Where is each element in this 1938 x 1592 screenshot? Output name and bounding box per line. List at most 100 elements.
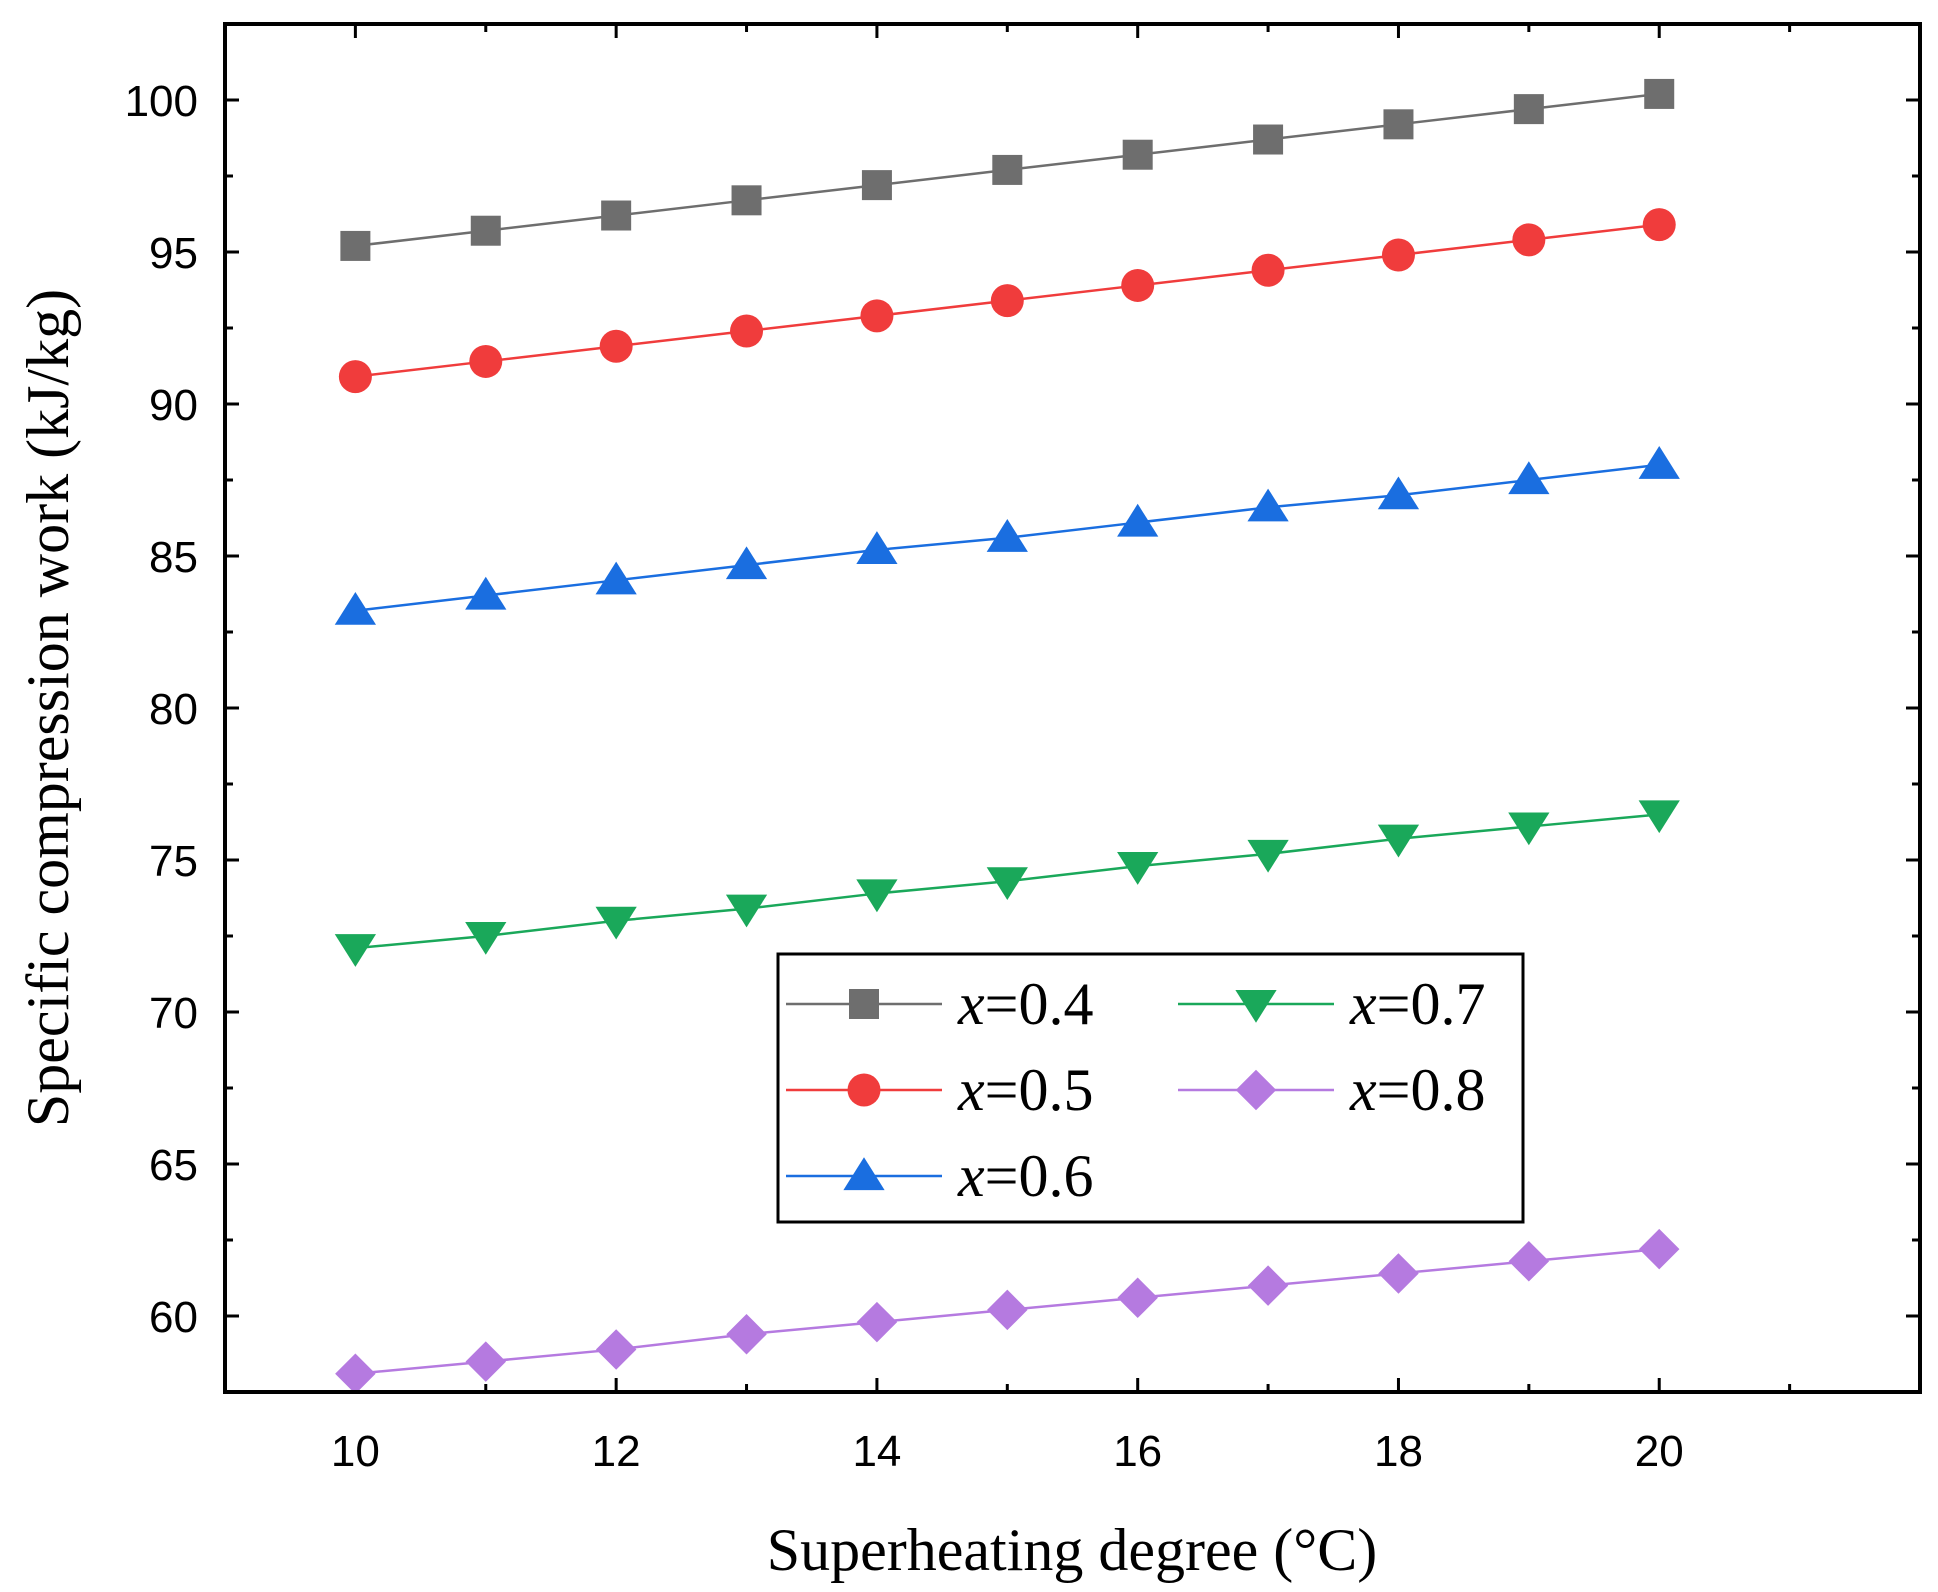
data-point (861, 170, 892, 201)
data-point (595, 906, 637, 940)
legend: x=0.4x=0.5x=0.6x=0.7x=0.8 (776, 952, 1525, 1224)
legend-marker (1235, 989, 1277, 1023)
data-point (1251, 253, 1285, 287)
y-tick-label: 100 (125, 77, 198, 126)
data-point (595, 561, 637, 595)
legend-variable: x (1349, 971, 1377, 1037)
data-point (1508, 812, 1550, 846)
legend-item: x=0.7 (1178, 971, 1485, 1037)
data-point (856, 1301, 898, 1343)
data-point (470, 215, 501, 246)
legend-item: x=0.4 (786, 971, 1093, 1037)
data-point (990, 284, 1024, 318)
data-point (1247, 1265, 1289, 1306)
legend-label: x=0.4 (957, 971, 1093, 1037)
data-point (856, 879, 898, 913)
data-point (1513, 94, 1544, 125)
data-point (465, 921, 507, 955)
data-point (1508, 461, 1550, 495)
data-point (465, 1341, 507, 1382)
legend-marker (847, 1073, 881, 1107)
data-point (731, 185, 762, 216)
data-point (601, 200, 632, 231)
data-point (335, 1353, 376, 1395)
series-layer (334, 78, 1680, 1395)
x-tick-label: 14 (852, 1427, 901, 1476)
data-point (469, 344, 503, 378)
x-axis-title: Superheating degree (°C) (767, 1517, 1377, 1583)
series-triangle-down (334, 800, 1680, 967)
data-point (986, 519, 1028, 552)
y-axis-title: Specific compression work (kJ/kg) (15, 289, 81, 1127)
legend-value: =0.6 (985, 1143, 1094, 1209)
data-point (725, 894, 768, 928)
y-tick-label: 60 (149, 1293, 198, 1342)
data-point (992, 154, 1023, 185)
data-point (860, 299, 894, 333)
data-point (856, 531, 898, 564)
data-point (726, 1313, 767, 1355)
series-triangle-up (334, 446, 1680, 625)
legend-label: x=0.7 (1349, 971, 1485, 1037)
legend-value: =0.4 (985, 971, 1094, 1037)
data-point (340, 230, 371, 261)
data-point (1381, 238, 1415, 272)
data-point (1638, 800, 1680, 834)
x-tick-label: 20 (1635, 1427, 1684, 1476)
legend-variable: x (1349, 1057, 1377, 1123)
plot-frame (223, 22, 1922, 1394)
legend-variable: x (957, 971, 985, 1037)
series-diamond (335, 1228, 1680, 1395)
legend-marker (849, 989, 879, 1019)
data-point (986, 867, 1028, 901)
y-tick-label: 65 (149, 1141, 198, 1190)
x-tick-label: 12 (592, 1427, 641, 1476)
data-point (1117, 1277, 1158, 1319)
legend-label: x=0.8 (1349, 1057, 1485, 1123)
data-point (1638, 1228, 1680, 1270)
x-tick-label: 16 (1113, 1427, 1162, 1476)
legend-box (776, 952, 1525, 1224)
data-point (987, 1289, 1028, 1331)
data-point (1638, 446, 1680, 479)
data-point (334, 591, 377, 625)
legend-value: =0.8 (1377, 1057, 1486, 1123)
series-circle (338, 208, 1676, 394)
legend-value: =0.5 (985, 1057, 1094, 1123)
legend-label: x=0.6 (957, 1143, 1093, 1209)
data-point (1378, 1253, 1419, 1294)
tick-labels: 10 12 14 16 18 20 60 65 70 75 80 85 90 95 100 (125, 77, 1684, 1476)
data-point (1644, 78, 1675, 109)
legend-variable: x (957, 1143, 985, 1209)
data-point (1383, 109, 1414, 140)
y-tick-label: 95 (149, 229, 198, 278)
data-point (1121, 268, 1155, 302)
y-tick-label: 90 (149, 381, 198, 430)
legend-marker (1235, 1069, 1277, 1111)
legend-marker (843, 1157, 885, 1191)
data-point (1508, 1241, 1550, 1282)
y-tick-label: 70 (149, 989, 198, 1038)
data-point (1512, 223, 1546, 257)
legend-item: x=0.8 (1178, 1057, 1485, 1123)
data-point (730, 314, 764, 348)
legend-item: x=0.5 (786, 1057, 1093, 1123)
legend-variable: x (957, 1057, 985, 1123)
data-point (338, 360, 372, 394)
data-point (1377, 824, 1420, 858)
data-point (599, 329, 633, 363)
data-point (1377, 476, 1420, 510)
data-point (334, 934, 377, 967)
data-point (1122, 139, 1153, 170)
y-tick-label: 75 (149, 837, 198, 886)
data-point (1247, 839, 1289, 873)
legend-label: x=0.5 (957, 1057, 1093, 1123)
legend-item: x=0.6 (786, 1143, 1093, 1209)
data-point (1117, 503, 1159, 537)
series-square (340, 78, 1675, 261)
data-point (1247, 488, 1289, 522)
data-point (725, 546, 768, 580)
y-tick-label: 85 (149, 533, 198, 582)
data-point (465, 576, 507, 610)
